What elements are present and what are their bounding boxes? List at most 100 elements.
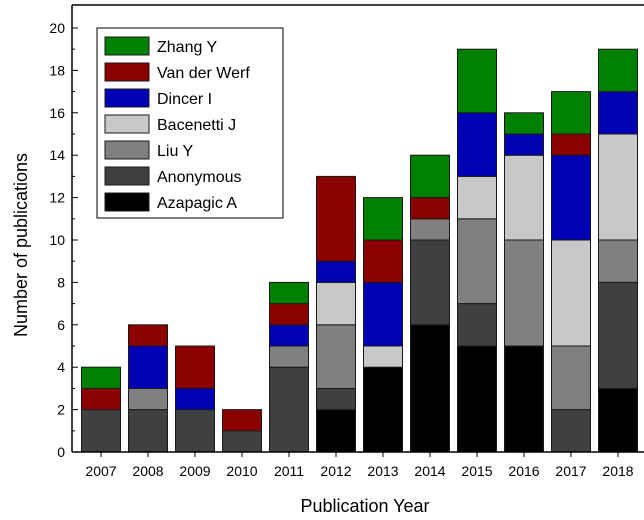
legend-label-van-der-werf: Van der Werf — [157, 65, 250, 82]
x-axis-title: Publication Year — [300, 496, 429, 516]
bar-dincer-i-2018 — [598, 91, 638, 135]
bar-anonymous-2008 — [128, 409, 168, 453]
bar-liu-y-2016 — [504, 239, 544, 347]
y-axis-ticks: 0 2 4 6 8 10 12 14 16 18 20 — [49, 20, 78, 460]
legend-swatch-dincer-i — [104, 88, 150, 108]
bar-zhang-y-2017 — [551, 91, 591, 135]
bar-anonymous-2014 — [410, 239, 450, 326]
x-axis-ticks: 2007 2008 2009 2010 2011 2012 2013 2014 2015 2016… — [85, 452, 634, 479]
bar-zhang-y-2007 — [81, 366, 121, 389]
bar-van-der-werf-2009 — [175, 345, 215, 389]
bar-liu-y-2012 — [316, 324, 356, 389]
bar-anonymous-2017 — [551, 409, 591, 453]
legend: Zhang Y Van der Werf Dincer I Bacenetti J Li… — [96, 27, 284, 219]
bar-bacenetti-j-2018 — [598, 133, 638, 241]
bar-zhang-y-2013 — [363, 197, 403, 241]
bar-bacenetti-j-2016 — [504, 154, 544, 241]
x-tick-label: 2008 — [132, 463, 163, 479]
bar-azapagic-a-2016 — [504, 345, 544, 453]
bar-anonymous-2010 — [222, 430, 262, 453]
bar-anonymous-2011 — [269, 366, 309, 453]
legend-swatch-liu-y — [104, 140, 150, 160]
legend-swatch-van-der-werf — [104, 62, 150, 82]
bar-van-der-werf-2010 — [222, 409, 262, 432]
bar-dincer-i-2008 — [128, 345, 168, 389]
legend-label-dincer-i: Dincer I — [157, 91, 212, 108]
bar-zhang-y-2016 — [504, 112, 544, 135]
bar-van-der-werf-2013 — [363, 239, 403, 283]
y-tick-label: 16 — [49, 105, 65, 121]
y-tick-label: 10 — [49, 232, 65, 248]
bar-azapagic-a-2014 — [410, 324, 450, 453]
x-tick-label: 2010 — [226, 463, 257, 479]
bar-anonymous-2018 — [598, 281, 638, 389]
bar-van-der-werf-2014 — [410, 197, 450, 220]
bar-dincer-i-2009 — [175, 387, 215, 411]
bar-anonymous-2015 — [457, 303, 497, 347]
bar-van-der-werf-2008 — [128, 324, 168, 347]
bar-zhang-y-2014 — [410, 154, 450, 199]
bar-liu-y-2018 — [598, 239, 638, 283]
bar-van-der-werf-2011 — [269, 303, 309, 326]
x-tick-label: 2015 — [461, 463, 492, 479]
legend-label-anonymous: Anonymous — [157, 169, 242, 186]
bar-dincer-i-2016 — [504, 133, 544, 156]
bar-bacenetti-j-2015 — [457, 175, 497, 220]
bar-bacenetti-j-2017 — [551, 239, 591, 347]
bar-van-der-werf-2007 — [81, 387, 121, 411]
y-axis-title: Number of publications — [11, 153, 31, 337]
y-tick-label: 6 — [57, 317, 65, 333]
legend-swatch-bacenetti-j — [104, 114, 150, 134]
x-tick-label: 2016 — [508, 463, 539, 479]
bar-liu-y-2015 — [457, 218, 497, 305]
bar-van-der-werf-2012 — [316, 175, 356, 262]
x-tick-label: 2017 — [555, 463, 586, 479]
bar-liu-y-2008 — [128, 387, 168, 411]
legend-swatch-azapagic-a — [104, 192, 150, 212]
legend-label-bacenetti-j: Bacenetti J — [157, 117, 236, 134]
y-tick-label: 20 — [49, 20, 65, 36]
x-tick-label: 2018 — [602, 463, 633, 479]
bar-dincer-i-2011 — [269, 324, 309, 347]
legend-label-liu-y: Liu Y — [157, 143, 194, 160]
bar-group — [81, 48, 638, 453]
x-tick-label: 2013 — [367, 463, 398, 479]
bar-anonymous-2007 — [81, 409, 121, 453]
legend-label-zhang-y: Zhang Y — [157, 39, 218, 56]
y-tick-label: 4 — [57, 359, 65, 375]
bar-liu-y-2014 — [410, 218, 450, 241]
x-tick-label: 2009 — [179, 463, 210, 479]
y-tick-label: 12 — [49, 190, 65, 206]
bar-dincer-i-2017 — [551, 154, 591, 241]
bar-liu-y-2011 — [269, 345, 309, 368]
bar-liu-y-2017 — [551, 345, 591, 411]
bar-bacenetti-j-2013 — [363, 345, 403, 368]
legend-swatch-zhang-y — [104, 36, 150, 56]
x-tick-label: 2014 — [414, 463, 445, 479]
bar-azapagic-a-2015 — [457, 345, 497, 453]
bar-azapagic-a-2018 — [598, 387, 638, 453]
y-tick-label: 18 — [49, 62, 65, 78]
bar-zhang-y-2015 — [457, 48, 497, 114]
x-tick-label: 2007 — [85, 463, 116, 479]
axes — [71, 4, 644, 453]
y-tick-label: 14 — [49, 147, 65, 163]
legend-label-azapagic-a: Azapagic A — [157, 195, 237, 212]
bar-dincer-i-2013 — [363, 281, 403, 347]
bar-anonymous-2012 — [316, 387, 356, 411]
bar-dincer-i-2015 — [457, 112, 497, 177]
bar-van-der-werf-2017 — [551, 133, 591, 156]
y-tick-label: 8 — [57, 274, 65, 290]
y-tick-label: 0 — [57, 444, 65, 460]
bar-azapagic-a-2013 — [363, 366, 403, 453]
bar-anonymous-2009 — [175, 409, 215, 453]
x-tick-label: 2011 — [274, 463, 304, 479]
y-tick-label: 2 — [57, 402, 65, 418]
bar-zhang-y-2018 — [598, 48, 638, 93]
legend-swatch-anonymous — [104, 166, 150, 186]
bar-zhang-y-2011 — [269, 281, 309, 305]
bar-azapagic-a-2012 — [316, 409, 356, 453]
x-tick-label: 2012 — [320, 463, 351, 479]
bar-dincer-i-2012 — [316, 260, 356, 283]
